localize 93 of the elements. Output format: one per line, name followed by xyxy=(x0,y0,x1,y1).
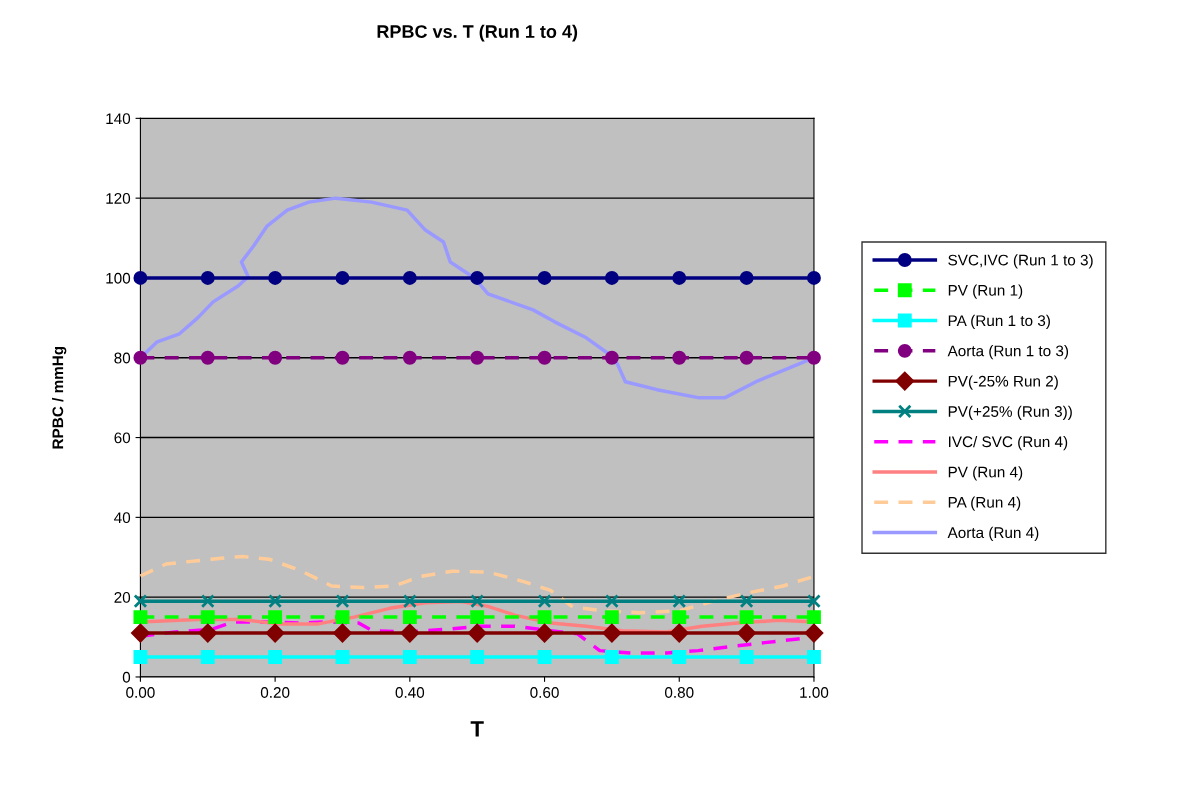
point xyxy=(200,271,215,285)
y-tick-label: 100 xyxy=(106,272,131,284)
point xyxy=(604,650,619,664)
chart-title: RPBC vs. T (Run 1 to 4) xyxy=(377,24,578,42)
y-axis-title: RPBC / mmHg xyxy=(52,346,67,449)
point xyxy=(268,271,283,285)
point xyxy=(739,594,754,609)
x-tick-label: 0.60 xyxy=(530,687,559,698)
point xyxy=(402,350,417,365)
point xyxy=(402,610,417,625)
point xyxy=(804,623,824,643)
point xyxy=(335,350,350,365)
y-tick-label: 120 xyxy=(106,193,131,204)
legend-label: PV (Run 1) xyxy=(948,284,1023,299)
legend-label: PV(-25% Run 2) xyxy=(948,375,1058,390)
point xyxy=(402,650,417,664)
point xyxy=(402,271,417,285)
point xyxy=(335,650,350,664)
point xyxy=(133,350,148,365)
point xyxy=(265,623,285,643)
point xyxy=(268,610,283,625)
point xyxy=(333,623,352,643)
legend-label: PV(+25% (Run 3)) xyxy=(948,405,1072,420)
point xyxy=(335,610,350,625)
y-tick-label: 140 xyxy=(106,113,131,125)
legend-label: SVC,IVC (Run 1 to 3) xyxy=(948,254,1093,269)
point xyxy=(200,350,215,365)
point xyxy=(739,271,754,285)
point xyxy=(672,650,687,664)
point xyxy=(604,594,619,609)
point xyxy=(335,594,350,609)
legend-label: PA (Run 1 to 3) xyxy=(948,314,1050,330)
point xyxy=(268,350,283,365)
point xyxy=(807,350,821,365)
point xyxy=(200,650,215,664)
point xyxy=(672,350,687,365)
point xyxy=(604,350,619,365)
point xyxy=(470,271,485,285)
legend-label: Aorta (Run 1 to 3) xyxy=(947,345,1069,360)
x-tick-label: 0.80 xyxy=(664,687,694,698)
point xyxy=(537,350,552,365)
point xyxy=(537,594,552,609)
point xyxy=(400,623,420,643)
point xyxy=(470,650,485,664)
point xyxy=(268,594,283,609)
x-axis-title: T xyxy=(470,721,484,737)
legend-label: Aorta (Run 4) xyxy=(947,526,1039,542)
y-tick-label: 20 xyxy=(114,592,131,603)
point xyxy=(133,594,148,609)
point xyxy=(807,650,821,664)
point xyxy=(133,650,148,664)
point xyxy=(470,610,485,625)
point xyxy=(604,271,619,285)
y-tick-label: 60 xyxy=(114,432,131,444)
point xyxy=(672,610,687,625)
point xyxy=(670,623,689,643)
point xyxy=(807,610,821,625)
point xyxy=(672,594,687,609)
point xyxy=(200,610,215,625)
point xyxy=(133,271,148,285)
point xyxy=(672,271,687,285)
x-tick-label: 0.40 xyxy=(395,687,425,698)
point xyxy=(470,350,485,365)
point xyxy=(467,623,487,643)
point xyxy=(470,594,485,609)
point xyxy=(739,650,754,664)
point xyxy=(537,650,552,664)
x-tick-label: 0.00 xyxy=(126,687,155,698)
point xyxy=(807,271,821,285)
y-tick-label: 0 xyxy=(122,671,131,683)
point xyxy=(535,623,554,643)
point xyxy=(602,623,622,643)
legend-label: PV (Run 4) xyxy=(948,466,1023,481)
point xyxy=(402,594,417,609)
point xyxy=(133,610,148,625)
point xyxy=(537,271,552,285)
point xyxy=(807,594,821,609)
x-tick-label: 1.00 xyxy=(800,687,829,698)
x-tick-label: 0.20 xyxy=(260,687,290,698)
legend-label: IVC/ SVC (Run 4) xyxy=(948,435,1068,451)
y-tick-label: 40 xyxy=(114,512,131,524)
point xyxy=(737,623,756,643)
point xyxy=(335,271,350,285)
point xyxy=(268,650,283,664)
point xyxy=(198,623,218,643)
point xyxy=(131,623,150,643)
point xyxy=(200,594,215,609)
legend-label: PA (Run 4) xyxy=(948,496,1021,511)
point xyxy=(739,610,754,625)
point xyxy=(604,610,619,625)
y-tick-label: 80 xyxy=(114,352,131,364)
point xyxy=(739,350,754,365)
point xyxy=(537,610,552,625)
